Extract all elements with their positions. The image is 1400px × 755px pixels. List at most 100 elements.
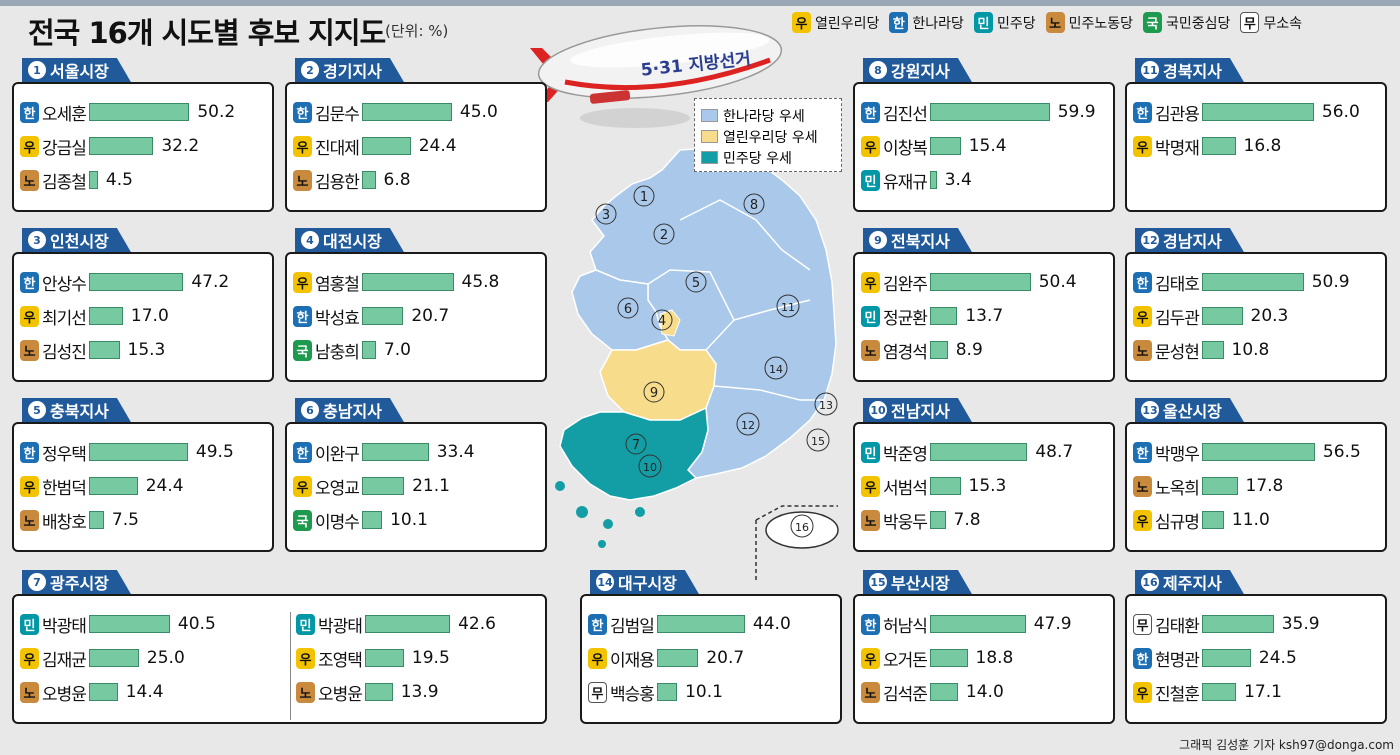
map-number: 10 xyxy=(643,461,657,474)
support-value: 24.4 xyxy=(145,476,184,496)
support-value: 20.3 xyxy=(1250,306,1289,326)
region-tab: 7 광주시장 xyxy=(22,570,131,594)
region-number: 13 xyxy=(1141,401,1159,419)
region-panel-4: 4 대전시장 우 염홍철 45.8 한 박성효 20.7 국 남충희 7.0 xyxy=(285,228,547,406)
region-number: 11 xyxy=(1141,61,1159,79)
party-badge: 노 xyxy=(293,169,312,191)
support-value: 14.4 xyxy=(125,682,164,702)
party-badge: 한 xyxy=(588,613,607,635)
region-name: 광주시장 xyxy=(50,574,109,593)
support-bar xyxy=(929,171,937,189)
map-legend-item: 민주당 우세 xyxy=(701,147,835,168)
support-value: 44.0 xyxy=(752,614,791,634)
region-tab: 16 제주지사 xyxy=(1135,570,1244,594)
candidate-row: 우 이재용 20.7 xyxy=(588,646,744,671)
region-tab: 14 대구시장 xyxy=(590,570,699,594)
support-value: 10.1 xyxy=(390,510,428,530)
support-bar xyxy=(361,511,383,529)
region-panel-2: 2 경기지사 한 김문수 45.0 우 진대제 24.4 노 김용한 6.8 xyxy=(285,58,547,236)
candidate-row: 우 오거돈 18.8 xyxy=(861,646,1014,671)
candidate-name: 박웅두 xyxy=(883,512,928,533)
support-bar xyxy=(1201,341,1224,359)
region-number: 6 xyxy=(301,401,319,419)
legend-item-x: 무 무소속 xyxy=(1240,12,1302,33)
party-badge: 노 xyxy=(20,509,39,531)
support-bar xyxy=(88,103,190,121)
support-bar xyxy=(361,477,405,495)
region-number: 12 xyxy=(1141,231,1159,249)
candidate-row: 우 조영택 19.5 xyxy=(296,646,450,671)
region-tab: 2 경기지사 xyxy=(295,58,404,82)
party-badge: 노 xyxy=(1133,339,1152,361)
legend-label: 민주당 xyxy=(996,15,1036,32)
candidate-row: 우 김두관 20.3 xyxy=(1133,304,1289,329)
map-legend-item: 한나라당 우세 xyxy=(701,105,835,126)
support-value: 19.5 xyxy=(411,648,450,668)
party-badge: 한 xyxy=(293,101,312,123)
party-badge: 우 xyxy=(861,475,880,497)
candidate-name: 오거돈 xyxy=(883,650,928,671)
candidate-name: 김관용 xyxy=(1155,104,1200,125)
region-panel-11: 11 경북지사 한 김관용 56.0 우 박명재 16.8 xyxy=(1125,58,1387,236)
candidate-row: 한 김범일 44.0 xyxy=(588,612,791,637)
support-value: 16.8 xyxy=(1243,136,1282,156)
support-bar xyxy=(929,477,961,495)
region-box: 한 안상수 47.2 우 최기선 17.0 노 김성진 15.3 xyxy=(12,252,274,382)
support-bar xyxy=(361,273,454,291)
party-badge: 노 xyxy=(296,681,315,703)
support-value: 25.0 xyxy=(146,648,185,668)
region-tab: 6 충남지사 xyxy=(295,398,404,422)
support-value: 13.7 xyxy=(965,306,1004,326)
candidate-row: 노 김성진 15.3 xyxy=(20,338,165,363)
candidate-name: 박맹우 xyxy=(1155,444,1200,465)
candidate-name: 오병윤 xyxy=(42,684,87,705)
support-value: 49.5 xyxy=(195,442,234,462)
party-badge: 민 xyxy=(861,305,880,327)
region-name: 강원지사 xyxy=(891,62,950,81)
party-badge: 한 xyxy=(20,441,39,463)
party-badge: 한 xyxy=(1133,101,1152,123)
support-bar xyxy=(929,443,1028,461)
party-badge: 국 xyxy=(293,339,312,361)
party-badge: 한 xyxy=(861,101,880,123)
support-bar xyxy=(1201,683,1237,701)
region-name: 대구시장 xyxy=(618,574,677,593)
support-bar xyxy=(361,137,411,155)
support-bar xyxy=(1201,615,1274,633)
candidate-name: 남충희 xyxy=(315,342,360,363)
region-panel-8: 8 강원지사 한 김진선 59.9 우 이창복 15.4 민 유재규 3.4 xyxy=(853,58,1115,236)
party-badge: 우 xyxy=(296,647,315,669)
map-svg: 1 2 3 4 5 6 7 8 9 10 11 12 13 14 15 16 5… xyxy=(530,25,839,580)
legend-item-m: 민 민주당 xyxy=(973,12,1036,33)
map-number: 9 xyxy=(650,386,658,401)
map-number: 8 xyxy=(750,198,758,213)
support-value: 24.4 xyxy=(418,136,457,156)
region-number: 7 xyxy=(28,573,46,591)
region-box: 한 김범일 44.0 우 이재용 20.7 무 백승홍 10.1 xyxy=(580,594,842,724)
party-badge: 우 xyxy=(1133,135,1152,157)
region-name: 제주지사 xyxy=(1163,574,1222,593)
support-value: 10.1 xyxy=(685,682,723,702)
region-box: 한 이완구 33.4 우 오영교 21.1 국 이명수 10.1 xyxy=(285,422,547,552)
swatch-minju xyxy=(701,151,718,164)
region-name: 경기지사 xyxy=(323,62,382,81)
candidate-name: 박명재 xyxy=(1155,138,1200,159)
candidate-name: 최기선 xyxy=(42,308,87,329)
legend-item-n: 노 민주노동당 xyxy=(1045,12,1133,33)
support-value: 18.8 xyxy=(975,648,1014,668)
candidate-name: 염경석 xyxy=(883,342,928,363)
candidate-row: 노 염경석 8.9 xyxy=(861,338,983,363)
support-bar xyxy=(1201,273,1304,291)
region-name: 울산시장 xyxy=(1163,402,1222,421)
map-legend-label: 한나라당 우세 xyxy=(723,108,805,125)
candidate-row: 한 현명관 24.5 xyxy=(1133,646,1297,671)
candidate-row: 노 문성현 10.8 xyxy=(1133,338,1269,363)
party-badge: 우 xyxy=(20,475,39,497)
candidate-row: 우 염홍철 45.8 xyxy=(293,270,499,295)
support-value: 21.1 xyxy=(412,476,450,496)
party-badge: 한 xyxy=(1133,271,1152,293)
candidate-name: 김완주 xyxy=(883,274,928,295)
support-bar xyxy=(364,683,393,701)
candidate-name: 심규명 xyxy=(1155,512,1200,533)
candidate-row: 한 김태호 50.9 xyxy=(1133,270,1350,295)
